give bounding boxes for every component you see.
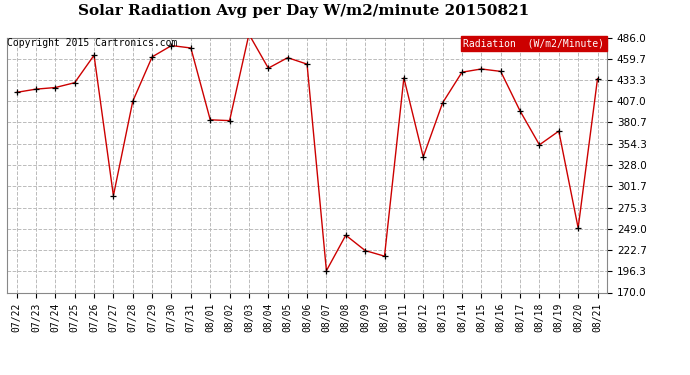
Point: [30, 86, 41, 92]
Point: [127, 98, 138, 104]
Point: [457, 69, 468, 75]
Point: [224, 118, 235, 124]
Point: [534, 142, 545, 148]
Point: [302, 61, 313, 67]
Point: [495, 68, 506, 74]
Point: [359, 248, 371, 254]
Point: [146, 54, 157, 60]
Point: [205, 117, 216, 123]
Point: [573, 225, 584, 231]
Point: [11, 89, 22, 95]
Point: [592, 76, 603, 82]
Point: [476, 66, 487, 72]
Point: [186, 45, 197, 51]
Point: [515, 108, 526, 114]
Point: [69, 80, 80, 86]
Point: [553, 128, 564, 134]
Point: [50, 84, 61, 90]
Text: Copyright 2015 Cartronics.com: Copyright 2015 Cartronics.com: [7, 38, 177, 48]
Point: [244, 31, 255, 37]
Point: [417, 154, 428, 160]
Point: [108, 193, 119, 199]
Point: [379, 253, 390, 259]
Point: [321, 268, 332, 274]
Text: Solar Radiation Avg per Day W/m2/minute 20150821: Solar Radiation Avg per Day W/m2/minute …: [78, 4, 529, 18]
Point: [437, 100, 448, 106]
Text: Radiation  (W/m2/Minute): Radiation (W/m2/Minute): [464, 39, 604, 49]
Point: [282, 55, 293, 61]
Point: [166, 43, 177, 49]
Point: [88, 52, 99, 58]
Point: [340, 232, 351, 238]
Point: [263, 65, 274, 71]
Point: [398, 75, 409, 81]
